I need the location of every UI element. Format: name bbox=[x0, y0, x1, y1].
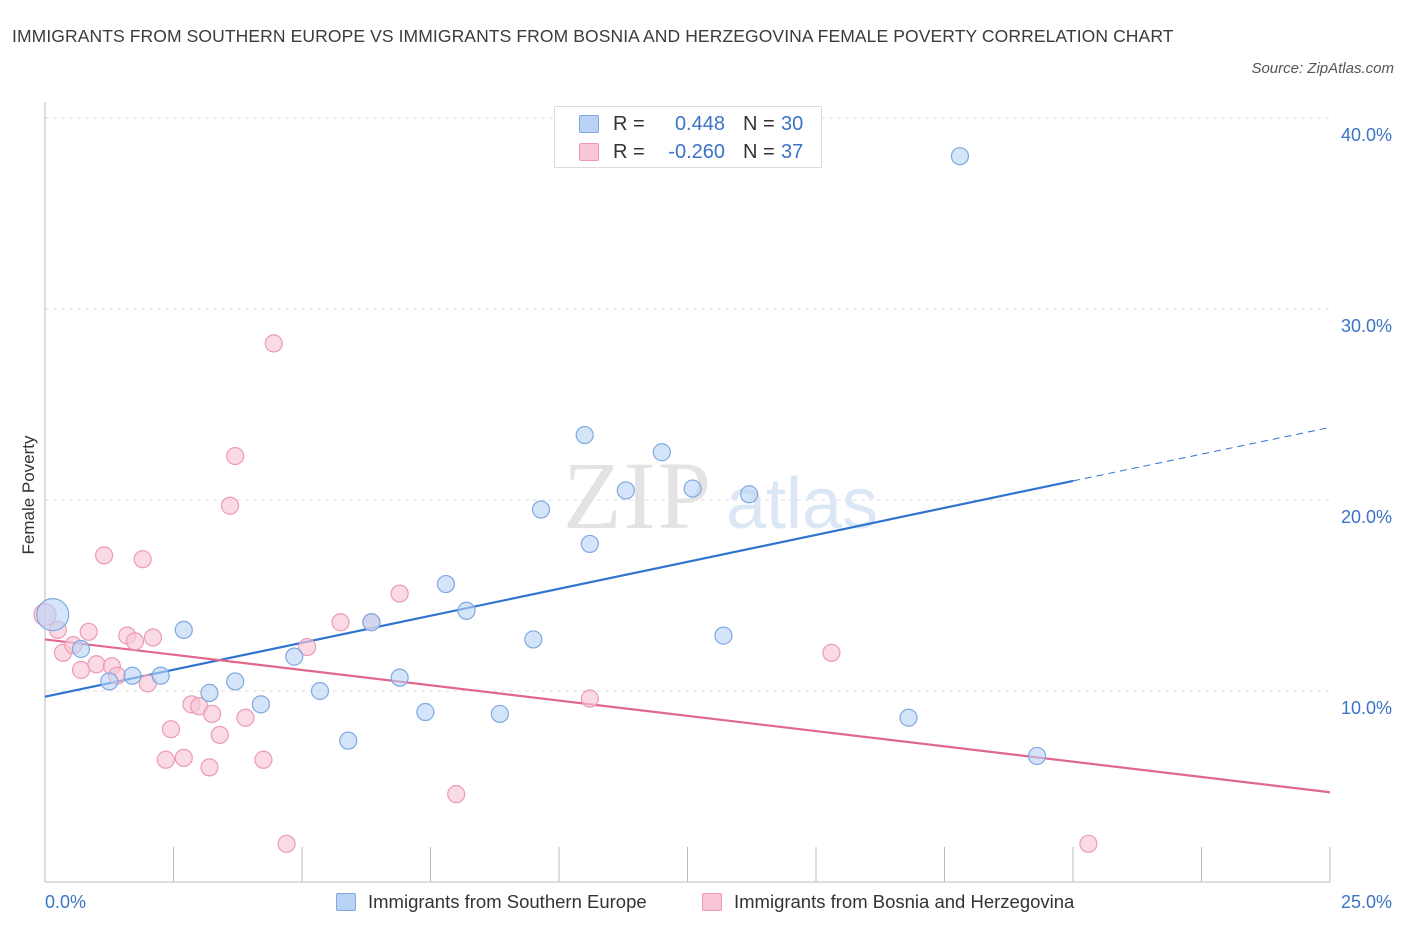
y-tick-label: 20.0% bbox=[1341, 507, 1392, 527]
blue-point bbox=[950, 147, 970, 166]
legend-row-blue: R = 0.448 N = 30 bbox=[579, 112, 803, 136]
y-tick-label: 10.0% bbox=[1341, 698, 1392, 718]
blue-point bbox=[36, 597, 70, 632]
pink-point bbox=[174, 748, 193, 767]
pink-point bbox=[390, 584, 409, 603]
series-swatch-blue bbox=[336, 893, 356, 911]
pink-series-points bbox=[33, 334, 1098, 853]
chart-title: IMMIGRANTS FROM SOUTHERN EUROPE VS IMMIG… bbox=[12, 26, 1174, 46]
blue-point bbox=[226, 672, 245, 691]
pink-point bbox=[200, 758, 219, 777]
blue-point bbox=[899, 708, 918, 727]
blue-point bbox=[714, 626, 733, 645]
blue-point bbox=[683, 479, 702, 498]
chart-source: Source: ZipAtlas.com bbox=[1251, 60, 1394, 77]
legend-r-label: R = bbox=[613, 140, 645, 163]
legend-r-value: -0.260 bbox=[668, 140, 725, 163]
tick-labels: 10.0% 20.0% 30.0% 40.0% 0.0% 25.0% bbox=[45, 125, 1392, 912]
legend-r-value: 0.448 bbox=[674, 112, 725, 135]
blue-point bbox=[123, 666, 142, 685]
blue-trend-line bbox=[44, 479, 1074, 698]
series-name-pink: Immigrants from Bosnia and Herzegovina bbox=[734, 891, 1075, 912]
blue-point bbox=[652, 443, 671, 462]
pink-point bbox=[133, 550, 152, 569]
series-legend-blue: Immigrants from Southern Europe bbox=[336, 889, 647, 915]
x-tick-label: 0.0% bbox=[45, 892, 86, 912]
series-legend-pink: Immigrants from Bosnia and Herzegovina bbox=[702, 889, 1074, 915]
pink-point bbox=[71, 660, 91, 680]
blue-point bbox=[285, 647, 304, 666]
pink-point bbox=[210, 725, 229, 745]
pink-point bbox=[95, 546, 114, 565]
blue-point bbox=[251, 695, 270, 714]
pink-point bbox=[202, 704, 222, 724]
pink-point bbox=[79, 622, 98, 641]
pink-point bbox=[331, 613, 350, 632]
blue-point bbox=[531, 500, 551, 519]
pink-point bbox=[156, 750, 175, 769]
pink-point bbox=[298, 637, 317, 657]
watermark-atlas: atlas bbox=[726, 464, 878, 544]
legend-swatch-blue bbox=[579, 115, 599, 133]
legend-swatch-pink bbox=[579, 143, 599, 161]
pink-point bbox=[125, 632, 145, 651]
blue-point bbox=[575, 425, 594, 445]
blue-point bbox=[339, 731, 358, 750]
blue-trend-extension bbox=[1072, 426, 1331, 482]
y-tick-label: 40.0% bbox=[1341, 125, 1392, 145]
legend-n-label: N = bbox=[743, 112, 775, 135]
series-swatch-pink bbox=[702, 893, 722, 911]
blue-point bbox=[436, 574, 456, 594]
legend-n-value: 37 bbox=[781, 140, 804, 163]
pink-point bbox=[1079, 834, 1098, 853]
correlation-legend: R = 0.448 N = 30 R = -0.260 N = 37 bbox=[554, 106, 822, 168]
blue-point bbox=[524, 630, 543, 649]
y-axis-label: Female Poverty bbox=[19, 435, 38, 555]
blue-point bbox=[200, 683, 219, 703]
blue-point bbox=[151, 666, 170, 685]
pink-point bbox=[447, 785, 466, 804]
pink-point bbox=[87, 655, 106, 674]
axes bbox=[44, 102, 1331, 883]
blue-point bbox=[390, 668, 409, 687]
blue-point bbox=[490, 704, 509, 724]
legend-n-label: N = bbox=[743, 140, 775, 163]
pink-point bbox=[161, 720, 181, 739]
y-tick-label: 30.0% bbox=[1341, 316, 1392, 336]
legend-r-label: R = bbox=[613, 112, 645, 135]
series-name-blue: Immigrants from Southern Europe bbox=[368, 891, 647, 912]
blue-point bbox=[580, 534, 599, 554]
blue-point bbox=[71, 639, 91, 659]
blue-point bbox=[174, 620, 193, 639]
pink-trend-line bbox=[44, 638, 1331, 794]
blue-point bbox=[310, 681, 330, 701]
pink-point bbox=[236, 708, 255, 727]
pink-point bbox=[254, 750, 273, 769]
watermark-zip: ZIP bbox=[563, 442, 713, 549]
pink-point bbox=[822, 643, 841, 662]
pink-point bbox=[580, 689, 599, 708]
blue-point bbox=[740, 485, 759, 504]
x-tick-label: 25.0% bbox=[1341, 892, 1392, 912]
legend-row-pink: R = -0.260 N = 37 bbox=[579, 140, 803, 164]
blue-point bbox=[457, 601, 476, 620]
legend-n-value: 30 bbox=[781, 112, 804, 135]
pink-point bbox=[226, 446, 245, 466]
pink-point bbox=[264, 334, 283, 353]
blue-point bbox=[616, 481, 635, 500]
trend-lines bbox=[44, 426, 1331, 794]
blue-point bbox=[1027, 746, 1047, 766]
blue-point bbox=[416, 702, 435, 722]
blue-point bbox=[100, 672, 119, 691]
pink-point bbox=[277, 834, 296, 853]
grid-lines bbox=[45, 117, 1330, 692]
blue-series-points bbox=[36, 147, 1047, 766]
blue-point bbox=[362, 613, 381, 632]
watermark: ZIP atlas bbox=[563, 442, 878, 549]
pink-point bbox=[143, 628, 163, 647]
pink-point bbox=[220, 496, 240, 515]
